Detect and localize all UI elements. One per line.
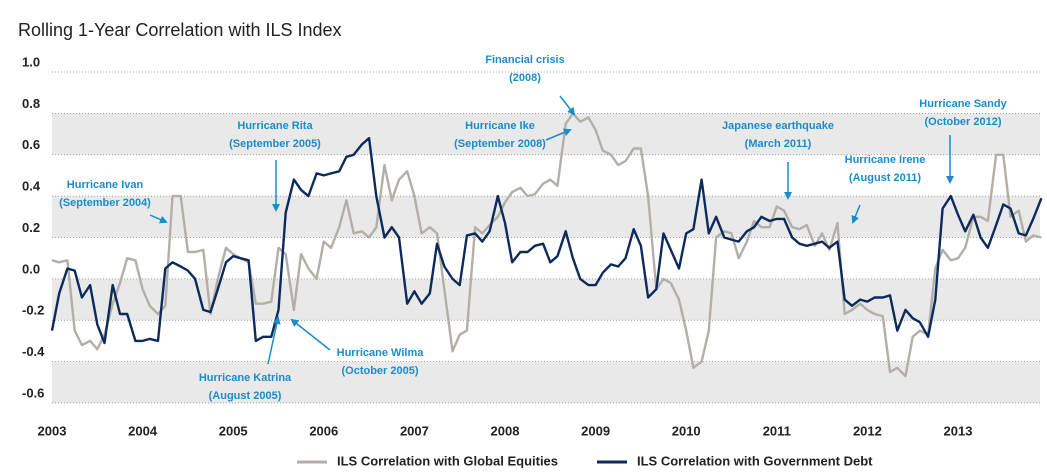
chart-title: Rolling 1-Year Correlation with ILS Inde… <box>18 20 342 40</box>
annotation: (August 2005) <box>209 390 282 402</box>
annotation: (March 2011) <box>745 138 812 150</box>
annotation: (September 2005) <box>229 138 321 150</box>
series-line <box>51 112 1042 378</box>
x-tick-label: 2011 <box>763 423 791 438</box>
x-tick-label: 2007 <box>400 423 429 438</box>
x-tick-label: 2008 <box>491 423 520 438</box>
grid-band <box>52 113 1040 155</box>
x-tick-label: 2006 <box>309 423 338 438</box>
annotation: (September 2004) <box>59 197 151 209</box>
y-tick-label: 0.2 <box>22 220 40 235</box>
y-tick-label: 0.8 <box>22 96 40 111</box>
y-tick-label: 0.6 <box>22 137 40 152</box>
x-tick-label: 2010 <box>672 423 701 438</box>
grid-band <box>52 196 1040 238</box>
y-tick-label: -0.6 <box>22 385 44 400</box>
annotation: Hurricane Katrina <box>199 372 292 384</box>
x-tick-label: 2013 <box>944 423 973 438</box>
x-tick-label: 2003 <box>38 423 67 438</box>
annotation-arrow <box>559 95 576 116</box>
y-tick-label: -0.4 <box>22 344 45 359</box>
x-tick-label: 2005 <box>219 423 248 438</box>
y-tick-label: 0.4 <box>22 179 41 194</box>
annotation-arrow <box>290 318 331 351</box>
annotation: (September 2008) <box>454 138 546 150</box>
annotation-arrow <box>267 316 281 365</box>
x-tick-label: 2012 <box>853 423 882 438</box>
y-tick-label: 1.0 <box>22 54 40 69</box>
legend-label: ILS Correlation with Government Debt <box>637 453 873 468</box>
legend-label: ILS Correlation with Global Equities <box>337 453 558 468</box>
annotation: Japanese earthquake <box>722 120 834 132</box>
annotation: (August 2011) <box>849 172 921 184</box>
bands <box>52 113 1040 403</box>
annotation: Financial crisis <box>485 54 564 66</box>
annotation: (October 2012) <box>924 116 1001 128</box>
annotation-arrow <box>545 128 572 141</box>
annotation-arrow <box>851 204 861 224</box>
annotation: Hurricane Wilma <box>337 347 425 359</box>
annotation: Hurricane Ivan <box>67 179 144 191</box>
annotation: Hurricane Ike <box>465 120 535 132</box>
annotation: Hurricane Rita <box>237 120 313 132</box>
annotation: (2008) <box>509 72 541 84</box>
series-line <box>50 137 1043 345</box>
annotation-arrow <box>149 214 168 224</box>
grid-band <box>52 361 1040 403</box>
y-tick-label: -0.2 <box>22 303 44 318</box>
x-tick-label: 2004 <box>128 423 158 438</box>
annotation: Hurricane Sandy <box>919 98 1007 110</box>
annotation: (October 2005) <box>341 365 418 377</box>
annotation: Hurricane Irene <box>845 154 926 166</box>
x-tick-label: 2009 <box>581 423 610 438</box>
y-tick-label: 0.0 <box>22 261 40 276</box>
